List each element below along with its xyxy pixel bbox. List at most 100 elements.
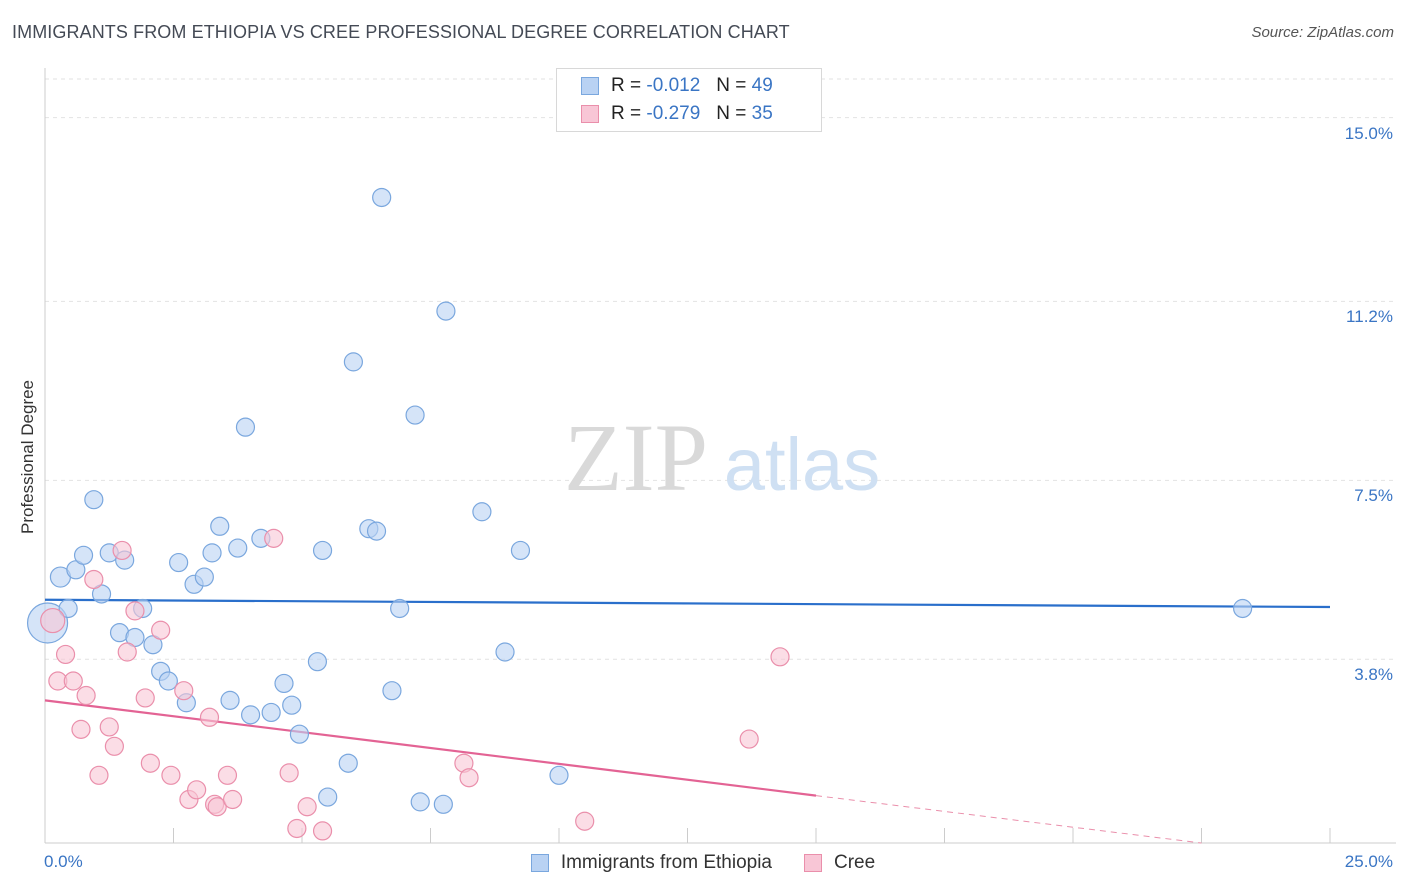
data-point-cree <box>89 765 109 785</box>
trend-line-cree <box>44 699 817 797</box>
data-point-ethiopia <box>307 652 328 672</box>
trend-lines <box>44 598 1331 844</box>
data-point-ethiopia <box>390 598 410 619</box>
data-point-ethiopia <box>169 552 189 573</box>
data-point-ethiopia <box>228 538 248 558</box>
data-point-cree <box>84 569 104 590</box>
legend-n-value: 35 <box>751 103 773 124</box>
legend-r-value: -0.012 <box>646 75 701 96</box>
legend-n-label: N = <box>716 75 747 96</box>
data-point-cree <box>174 681 194 701</box>
data-point-ethiopia <box>436 301 456 321</box>
data-point-ethiopia <box>235 417 256 437</box>
y-tick-label: 15.0% <box>1344 123 1393 143</box>
legend-n-value: 49 <box>751 75 773 96</box>
data-point-ethiopia <box>472 502 492 522</box>
data-point-ethiopia <box>549 765 569 785</box>
data-point-ethiopia <box>158 671 178 691</box>
chart-title: IMMIGRANTS FROM ETHIOPIA VS CREE PROFESS… <box>12 22 790 42</box>
trend-line-cree-extrapolated <box>815 795 1202 844</box>
data-point-ethiopia <box>58 598 78 619</box>
data-point-cree <box>117 642 137 662</box>
y-tick-label: 3.8% <box>1354 665 1393 685</box>
y-tick-label: 7.5% <box>1354 486 1393 506</box>
legend-r-value: -0.279 <box>646 103 701 124</box>
data-point-ethiopia <box>312 540 333 561</box>
axes <box>44 68 1396 844</box>
data-point-ethiopia <box>405 405 425 425</box>
data-point-ethiopia <box>194 567 214 587</box>
legend-swatch-pink <box>581 105 599 123</box>
data-point-ethiopia <box>338 753 358 773</box>
data-point-cree <box>459 768 479 788</box>
data-point-cree <box>104 736 124 756</box>
data-point-ethiopia <box>433 794 453 814</box>
legend-row-ethiopia: R = -0.012 N = 49 <box>581 74 773 98</box>
data-point-cree <box>207 797 227 817</box>
data-point-ethiopia <box>84 490 104 510</box>
data-point-ethiopia <box>241 705 261 725</box>
data-point-cree <box>71 719 91 739</box>
legend-swatch-blue <box>530 854 549 872</box>
data-point-cree <box>40 607 66 634</box>
data-point-cree <box>217 765 238 785</box>
legend-item-ethiopia[interactable]: Immigrants from Ethiopia <box>530 852 772 874</box>
data-point-cree <box>223 789 243 810</box>
legend-item-cree[interactable]: Cree <box>804 852 875 874</box>
data-point-ethiopia <box>210 516 230 536</box>
data-point-ethiopia <box>202 543 222 563</box>
correlation-legend: R = -0.012 N = 49 R = -0.279 N = 35 <box>556 68 822 132</box>
legend-swatch-pink <box>804 854 822 872</box>
data-point-cree <box>312 821 333 841</box>
data-point-cree <box>63 671 83 691</box>
data-point-ethiopia <box>372 187 392 208</box>
watermark-zip: ZIP <box>564 404 708 511</box>
x-tick-label: 0.0% <box>44 852 83 871</box>
data-point-ethiopia <box>495 642 515 662</box>
data-point-cree <box>140 753 160 773</box>
legend-n-label: N = <box>716 103 747 124</box>
data-point-cree <box>125 601 145 621</box>
data-point-cree <box>151 620 171 640</box>
data-point-ethiopia <box>343 352 363 372</box>
data-point-cree <box>297 797 317 817</box>
y-tick-label: 11.2% <box>1346 307 1393 327</box>
series-legend: Immigrants from Ethiopia Cree <box>0 852 1406 874</box>
data-point-ethiopia <box>73 545 94 565</box>
legend-row-cree: R = -0.279 N = 35 <box>581 102 773 126</box>
data-point-ethiopia <box>289 724 310 744</box>
data-point-ethiopia <box>318 787 338 807</box>
legend-label: Immigrants from Ethiopia <box>560 852 772 873</box>
data-point-cree <box>187 780 207 800</box>
data-point-cree <box>55 644 76 665</box>
data-point-cree <box>264 528 284 548</box>
data-point-ethiopia <box>1233 598 1253 619</box>
data-point-ethiopia <box>410 792 430 812</box>
data-point-cree <box>287 818 307 839</box>
watermark: ZIP atlas <box>564 404 880 511</box>
data-point-cree <box>99 717 119 737</box>
data-point-cree <box>135 688 155 708</box>
data-point-ethiopia <box>274 673 294 694</box>
data-point-cree <box>279 763 299 783</box>
data-point-cree <box>161 765 181 785</box>
series-cree-points <box>40 528 790 841</box>
source-label: Source: ZipAtlas.com <box>1251 24 1394 41</box>
data-point-ethiopia <box>382 681 402 701</box>
data-point-cree <box>76 685 96 706</box>
x-tick-label: 25.0% <box>1344 852 1393 871</box>
data-point-ethiopia <box>261 702 281 723</box>
legend-swatch-blue <box>581 77 599 95</box>
data-point-ethiopia <box>510 540 531 561</box>
legend-r-label: R = <box>611 75 642 96</box>
data-point-cree <box>575 811 595 831</box>
data-point-cree <box>112 540 132 561</box>
data-point-ethiopia <box>220 690 240 710</box>
gridlines <box>45 78 1396 660</box>
legend-label: Cree <box>834 852 876 873</box>
data-point-cree <box>199 707 220 727</box>
legend-r-label: R = <box>611 103 642 124</box>
watermark-atlas: atlas <box>724 423 880 506</box>
data-point-ethiopia <box>366 521 387 541</box>
